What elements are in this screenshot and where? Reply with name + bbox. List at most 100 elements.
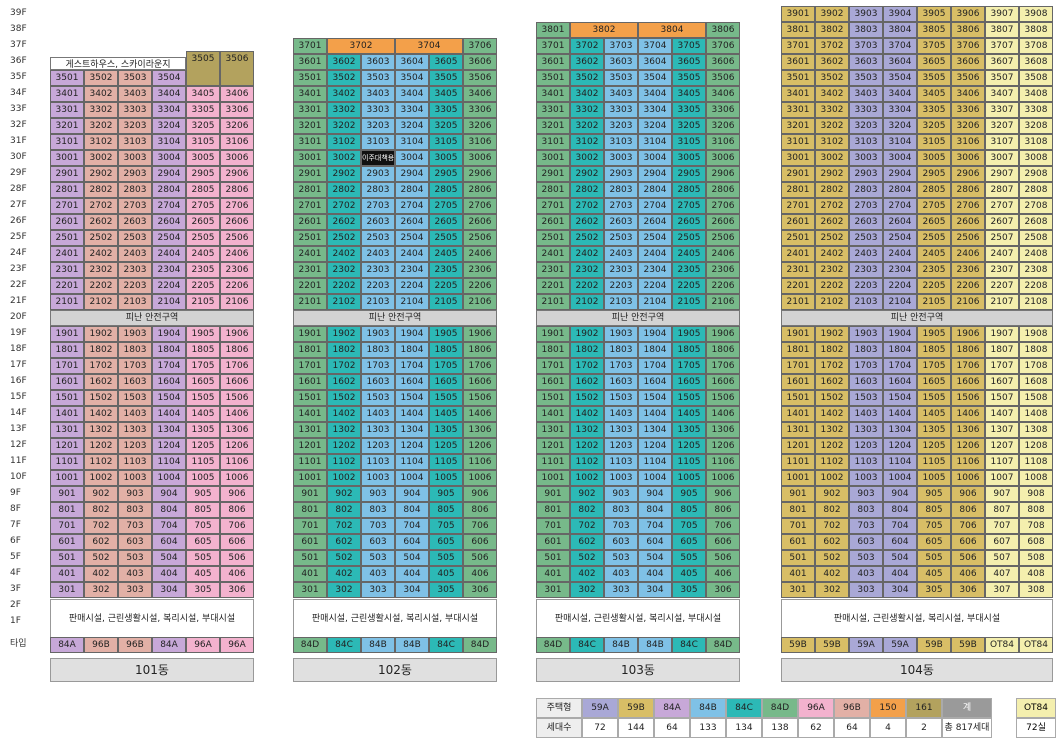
unit-cell: 1403 — [604, 406, 638, 422]
unit-cell: 605 — [672, 534, 706, 550]
unit-cell: 703 — [849, 518, 883, 534]
unit-cell: 3405 — [429, 86, 463, 102]
unit-cell: 1605 — [186, 374, 220, 390]
unit-cell: 1005 — [186, 470, 220, 486]
unit-cell: 2303 — [118, 262, 152, 278]
unit-cell: 2403 — [604, 246, 638, 262]
unit-cell: 804 — [395, 502, 429, 518]
unit-cell: 2402 — [84, 246, 118, 262]
unit-cell: 1105 — [186, 454, 220, 470]
unit-cell: 1802 — [570, 342, 604, 358]
unit-cell: 2403 — [361, 246, 395, 262]
unit-cell: 2303 — [849, 262, 883, 278]
unit-cell: 2706 — [951, 198, 985, 214]
unit-cell: 2206 — [706, 278, 740, 294]
unit-cell: 3406 — [463, 86, 497, 102]
unit-cell: 2206 — [951, 278, 985, 294]
unit-cell: 1306 — [463, 422, 497, 438]
unit-cell: 402 — [570, 566, 604, 582]
unit-cell: 2301 — [293, 262, 327, 278]
unit-cell: 2201 — [536, 278, 570, 294]
unit-cell: 3104 — [152, 134, 186, 150]
unit-cell: 1806 — [706, 342, 740, 358]
unit-cell: 2102 — [815, 294, 849, 310]
unit-cell: 3802 — [570, 22, 638, 38]
unit-cell: 801 — [536, 502, 570, 518]
unit-cell: 2201 — [50, 278, 84, 294]
unit-cell: 405 — [672, 566, 706, 582]
unit-cell: 306 — [706, 582, 740, 598]
unit-cell: 3201 — [781, 118, 815, 134]
unit-cell: 2906 — [463, 166, 497, 182]
legend-type: 84C — [726, 698, 762, 718]
floor-label: 33F — [10, 104, 27, 114]
floor-label: 22F — [10, 280, 27, 290]
unit-cell: 3402 — [84, 86, 118, 102]
unit-cell: 2605 — [672, 214, 706, 230]
unit-cell: 3501 — [50, 70, 84, 86]
unit-cell: 1701 — [50, 358, 84, 374]
unit-cell: 501 — [536, 550, 570, 566]
unit-cell: 2405 — [186, 246, 220, 262]
unit-cell: 1206 — [220, 438, 254, 454]
unit-cell: 3403 — [118, 86, 152, 102]
unit-cell: 1602 — [570, 374, 604, 390]
unit-cell: 2103 — [849, 294, 883, 310]
unit-cell: 1705 — [672, 358, 706, 374]
unit-cell: 1006 — [463, 470, 497, 486]
unit-cell: 701 — [781, 518, 815, 534]
unit-cell: 3604 — [883, 54, 917, 70]
legend-type: 84D — [762, 698, 798, 718]
unit-cell: 306 — [463, 582, 497, 598]
unit-cell: 1404 — [883, 406, 917, 422]
floor-label: 1F — [10, 616, 21, 626]
unit-cell: 1205 — [429, 438, 463, 454]
unit-cell: 3006 — [706, 150, 740, 166]
unit-cell: 3504 — [152, 70, 186, 86]
unit-cell: 903 — [361, 486, 395, 502]
unit-cell: 1904 — [152, 326, 186, 342]
unit-cell: 1103 — [604, 454, 638, 470]
unit-cell: 2604 — [152, 214, 186, 230]
floor-label: 23F — [10, 264, 27, 274]
unit-cell: 2303 — [361, 262, 395, 278]
unit-cell: 1201 — [536, 438, 570, 454]
unit-cell: 3208 — [1019, 118, 1053, 134]
unit-cell: 1501 — [293, 390, 327, 406]
unit-cell: 1303 — [604, 422, 638, 438]
unit-cell: 2806 — [463, 182, 497, 198]
unit-cell: 1305 — [917, 422, 951, 438]
unit-cell: 3108 — [1019, 134, 1053, 150]
unit-cell: 3501 — [293, 70, 327, 86]
unit-cell: 2403 — [118, 246, 152, 262]
unit-cell: 3102 — [815, 134, 849, 150]
unit-cell: 2106 — [951, 294, 985, 310]
unit-cell: 1104 — [638, 454, 672, 470]
unit-cell: 501 — [50, 550, 84, 566]
unit-cell: 3601 — [536, 54, 570, 70]
unit-cell: 1807 — [985, 342, 1019, 358]
unit-cell: 3206 — [463, 118, 497, 134]
unit-cell: 1603 — [118, 374, 152, 390]
unit-cell: 1707 — [985, 358, 1019, 374]
unit-cell: 2305 — [672, 262, 706, 278]
unit-cell: 1802 — [327, 342, 361, 358]
unit-cell: 3907 — [985, 6, 1019, 22]
unit-cell: 1801 — [293, 342, 327, 358]
unit-cell: 2203 — [849, 278, 883, 294]
unit-cell: 3504 — [883, 70, 917, 86]
unit-cell: 3401 — [781, 86, 815, 102]
unit-cell: 1705 — [429, 358, 463, 374]
unit-cell: 2703 — [361, 198, 395, 214]
unit-cell: 2801 — [293, 182, 327, 198]
unit-cell: 3706 — [463, 38, 497, 54]
refuge-zone-band: 피난 안전구역 — [536, 310, 740, 326]
unit-cell: 2102 — [327, 294, 361, 310]
unit-cell: 2605 — [186, 214, 220, 230]
unit-cell: 1601 — [536, 374, 570, 390]
type-cell: 84A — [152, 637, 186, 653]
unit-cell: 3103 — [604, 134, 638, 150]
unit-cell: 1402 — [84, 406, 118, 422]
unit-cell: 3306 — [706, 102, 740, 118]
unit-cell: 2802 — [84, 182, 118, 198]
